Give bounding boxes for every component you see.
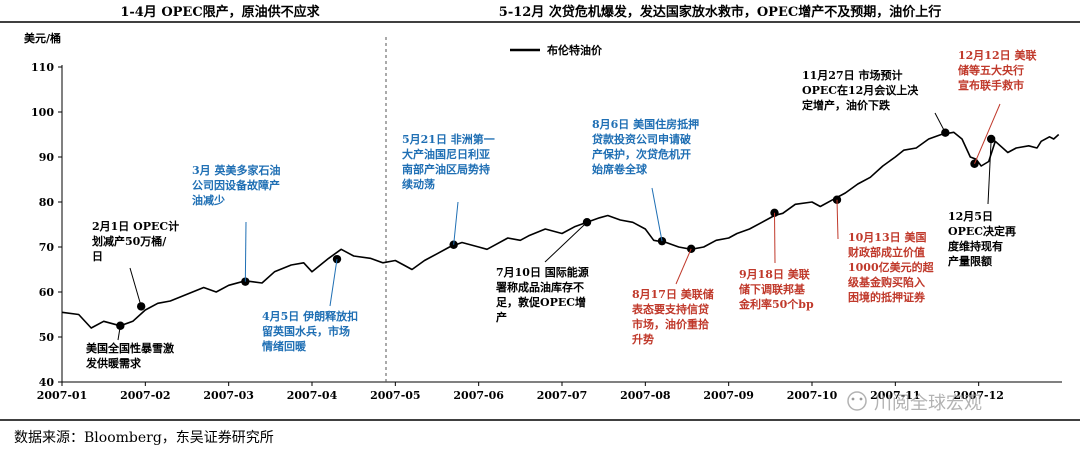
watermark-text: 川阅全球宏观 — [874, 393, 982, 414]
y-tick-label: 80 — [39, 196, 55, 209]
left-period-title: 1-4月 OPEC限产，原油供不应求 — [120, 4, 320, 20]
x-tick-label: 2007-12 — [953, 389, 1004, 402]
y-tick-label: 110 — [31, 61, 54, 74]
annotation-fed-credit-support: 8月17日 美联储表态要支持信贷市场，油价重拾升势 — [631, 287, 714, 346]
y-tick-label: 100 — [31, 106, 54, 119]
x-axis: 2007-01 2007-02 2007-03 2007-04 2007-05 2007-… — [37, 381, 1062, 402]
event-marker — [116, 321, 125, 330]
annotation-subprime-crisis: 8月6日 美国住房抵押贷款投资公司申请破产保护，次贷危机开始席卷全球 — [592, 117, 699, 176]
annotation-leader-line — [117, 325, 121, 341]
x-tick-label: 2007-01 — [37, 389, 88, 402]
annotation-treasury-superfund: 10月13日 美国财政部成立价值 1000亿美元的超级基金购买陷入困境的抵押证券 — [847, 230, 935, 304]
x-tick-label: 2007-11 — [870, 389, 921, 402]
annotation-leader-line — [453, 201, 459, 245]
x-tick-label: 2007-02 — [120, 389, 171, 402]
x-tick-label: 2007-05 — [370, 389, 421, 402]
annotation-march-outages: 3月 英美多家石油公司因设备故障产油减少 — [192, 163, 280, 207]
y-tick-label: 40 — [39, 376, 55, 389]
annotation-opec-cut: 2月1日 OPEC计划减产50万桶/日 — [92, 219, 179, 263]
y-tick-label: 50 — [39, 331, 55, 344]
annotation-leaders — [117, 103, 1001, 341]
x-tick-label: 2007-08 — [620, 389, 671, 402]
annotation-fed-rate-cut: 9月18日 美联储下调联邦基金利率50个bp — [738, 267, 814, 311]
annotation-leader-line — [651, 187, 663, 242]
annotation-leader-line — [974, 103, 1001, 164]
y-tick-label: 90 — [39, 151, 55, 164]
annotation-leader-line — [329, 259, 338, 307]
annotation-iea-inventory: 7月10日 国际能源署称成品油库存不足，敦促OPEC增产 — [495, 265, 589, 324]
y-axis-unit: 美元/桶 — [24, 31, 61, 45]
annotation-leader-line — [244, 221, 247, 282]
annotation-leader-line — [836, 199, 839, 240]
watermark-logo-eye-icon — [851, 397, 855, 401]
annotation-opec-hold-quota: 12月5日 OPEC决定再度维持现有产量限额 — [948, 210, 1016, 268]
watermark-logo-icon — [847, 391, 867, 411]
right-period-title: 5-12月 次贷危机爆发，发达国家放水救市，OPEC增产不及预期，油价上行 — [499, 4, 941, 20]
annotation-iran-release: 4月5日 伊朗释放扣留英国水兵，市场情绪回暖 — [262, 309, 358, 353]
annotation-central-banks: 12月12日 美联储等五大央行宣布联手救市 — [958, 48, 1036, 92]
annotation-leader-line — [544, 221, 588, 263]
annotations: 2月1日 OPEC计划减产50万桶/日 美国全国性暴雪激发供暖需求 3月 英美多… — [85, 48, 1036, 370]
annotation-leader-line — [675, 248, 692, 285]
annotation-leader-line — [129, 267, 142, 307]
x-tick-label: 2007-06 — [453, 389, 504, 402]
annotation-opec-expected-increase: 11月27日 市场预计 OPEC在12月会议上决定增产，油价下跌 — [802, 68, 919, 112]
annotation-nigeria-unrest: 5月21日 非洲第一大产油国尼日利亚南部产油区局势持续动荡 — [402, 132, 495, 191]
annotation-leader-line — [774, 212, 776, 264]
event-marker — [449, 240, 458, 249]
watermark-logo-eye-icon — [859, 397, 863, 401]
y-tick-label: 70 — [39, 241, 55, 254]
y-tick-label: 60 — [39, 286, 55, 299]
brent-price-line — [61, 131, 1060, 329]
legend-label: 布伦特油价 — [547, 43, 603, 57]
x-tick-label: 2007-09 — [703, 389, 754, 402]
x-tick-label: 2007-07 — [537, 389, 588, 402]
annotation-leader-line — [987, 138, 992, 205]
x-tick-label: 2007-03 — [203, 389, 254, 402]
y-axis: 40 50 60 70 80 90 100 110 — [31, 61, 63, 389]
watermark: 川阅全球宏观 — [847, 391, 982, 414]
source-note: 数据来源：Bloomberg，东吴证券研究所 — [14, 430, 274, 446]
x-tick-label: 2007-04 — [287, 389, 338, 402]
x-tick-label: 2007-10 — [787, 389, 838, 402]
annotation-us-blizzard: 美国全国性暴雪激发供暖需求 — [85, 341, 174, 370]
annotation-leader-line — [934, 112, 946, 133]
